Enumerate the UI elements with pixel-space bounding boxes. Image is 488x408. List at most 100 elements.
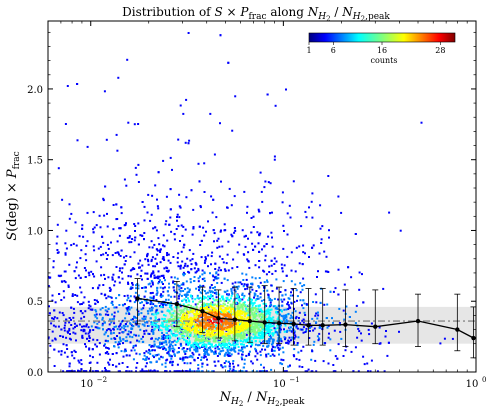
scatter-point [136, 273, 139, 276]
scatter-point [153, 243, 156, 246]
scatter-point [171, 319, 174, 322]
scatter-point [107, 361, 110, 364]
scatter-point [347, 266, 350, 269]
scatter-point [252, 315, 255, 318]
scatter-point [192, 327, 195, 330]
scatter-point [85, 244, 88, 247]
scatter-point [302, 307, 305, 310]
scatter-point [221, 335, 224, 338]
scatter-point [113, 317, 115, 320]
scatter-point [206, 324, 209, 327]
scatter-point [266, 319, 269, 322]
scatter-point [352, 370, 355, 372]
scatter-point [105, 138, 108, 141]
scatter-point [315, 321, 318, 324]
scatter-point [214, 286, 216, 289]
scatter-point [219, 319, 222, 321]
scatter-point [225, 360, 228, 363]
scatter-point [157, 171, 160, 174]
scatter-point [135, 366, 138, 369]
scatter-point [143, 205, 146, 208]
scatter-point [189, 294, 192, 297]
scatter-point [133, 349, 136, 352]
scatter-point [138, 353, 141, 356]
scatter-point [228, 324, 231, 327]
scatter-point [156, 253, 159, 256]
scatter-point [263, 186, 266, 189]
scatter-point [246, 329, 249, 332]
scatter-point [255, 336, 258, 339]
scatter-point [216, 299, 219, 302]
scatter-point [142, 304, 145, 307]
scatter-point [200, 356, 203, 359]
median-marker [276, 320, 282, 326]
scatter-point [135, 287, 138, 290]
scatter-point [145, 302, 148, 305]
scatter-point [383, 370, 386, 372]
scatter-point [109, 329, 112, 332]
scatter-point [249, 337, 252, 340]
scatter-point [174, 370, 177, 372]
scatter-point [32, 336, 34, 338]
scatter-point [159, 328, 161, 331]
scatter-point [278, 319, 281, 322]
scatter-point [196, 348, 199, 351]
scatter-point [193, 370, 196, 372]
scatter-point [304, 210, 307, 213]
scatter-point [252, 318, 254, 321]
scatter-point [174, 291, 177, 294]
scatter-point [196, 296, 199, 299]
scatter-point [275, 260, 278, 263]
scatter-point [239, 298, 241, 300]
scatter-point [68, 217, 71, 220]
scatter-point [242, 331, 245, 334]
scatter-point [182, 246, 185, 249]
scatter-point [202, 338, 205, 341]
scatter-point [234, 95, 237, 98]
scatter-point [354, 322, 357, 325]
scatter-point [118, 304, 121, 306]
scatter-point [230, 325, 233, 328]
scatter-point [226, 312, 229, 315]
scatter-point [228, 352, 231, 355]
scatter-point [163, 320, 166, 323]
scatter-point [386, 354, 389, 357]
scatter-point [261, 200, 264, 203]
scatter-point [268, 306, 271, 309]
scatter-point [266, 340, 269, 343]
scatter-point [151, 302, 154, 305]
scatter-point [254, 355, 257, 358]
scatter-point [236, 333, 239, 335]
scatter-point [283, 230, 285, 232]
scatter-point [256, 331, 259, 334]
scatter-point [66, 355, 69, 358]
scatter-point [101, 324, 104, 327]
scatter-point [165, 328, 168, 331]
scatter-point [109, 296, 112, 298]
scatter-point [283, 308, 286, 311]
scatter-point [185, 306, 188, 309]
scatter-point [185, 294, 188, 297]
scatter-point [193, 318, 196, 321]
scatter-point [229, 354, 232, 357]
scatter-point [249, 342, 252, 345]
scatter-point [246, 327, 249, 330]
scatter-point [118, 325, 120, 328]
scatter-point [88, 335, 91, 338]
scatter-point [324, 270, 327, 273]
scatter-point [189, 330, 192, 333]
scatter-point [237, 325, 240, 328]
scatter-point [168, 286, 171, 289]
scatter-point [241, 298, 244, 301]
scatter-point [265, 305, 268, 307]
scatter-point [300, 349, 303, 352]
scatter-point [125, 255, 128, 257]
scatter-point [78, 361, 81, 364]
scatter-point [228, 313, 231, 316]
scatter-point [258, 233, 261, 236]
y-tick-label: 1.5 [27, 156, 43, 167]
scatter-point [212, 279, 215, 282]
scatter-point [253, 311, 256, 314]
scatter-point [299, 282, 302, 285]
scatter-point [82, 330, 85, 333]
